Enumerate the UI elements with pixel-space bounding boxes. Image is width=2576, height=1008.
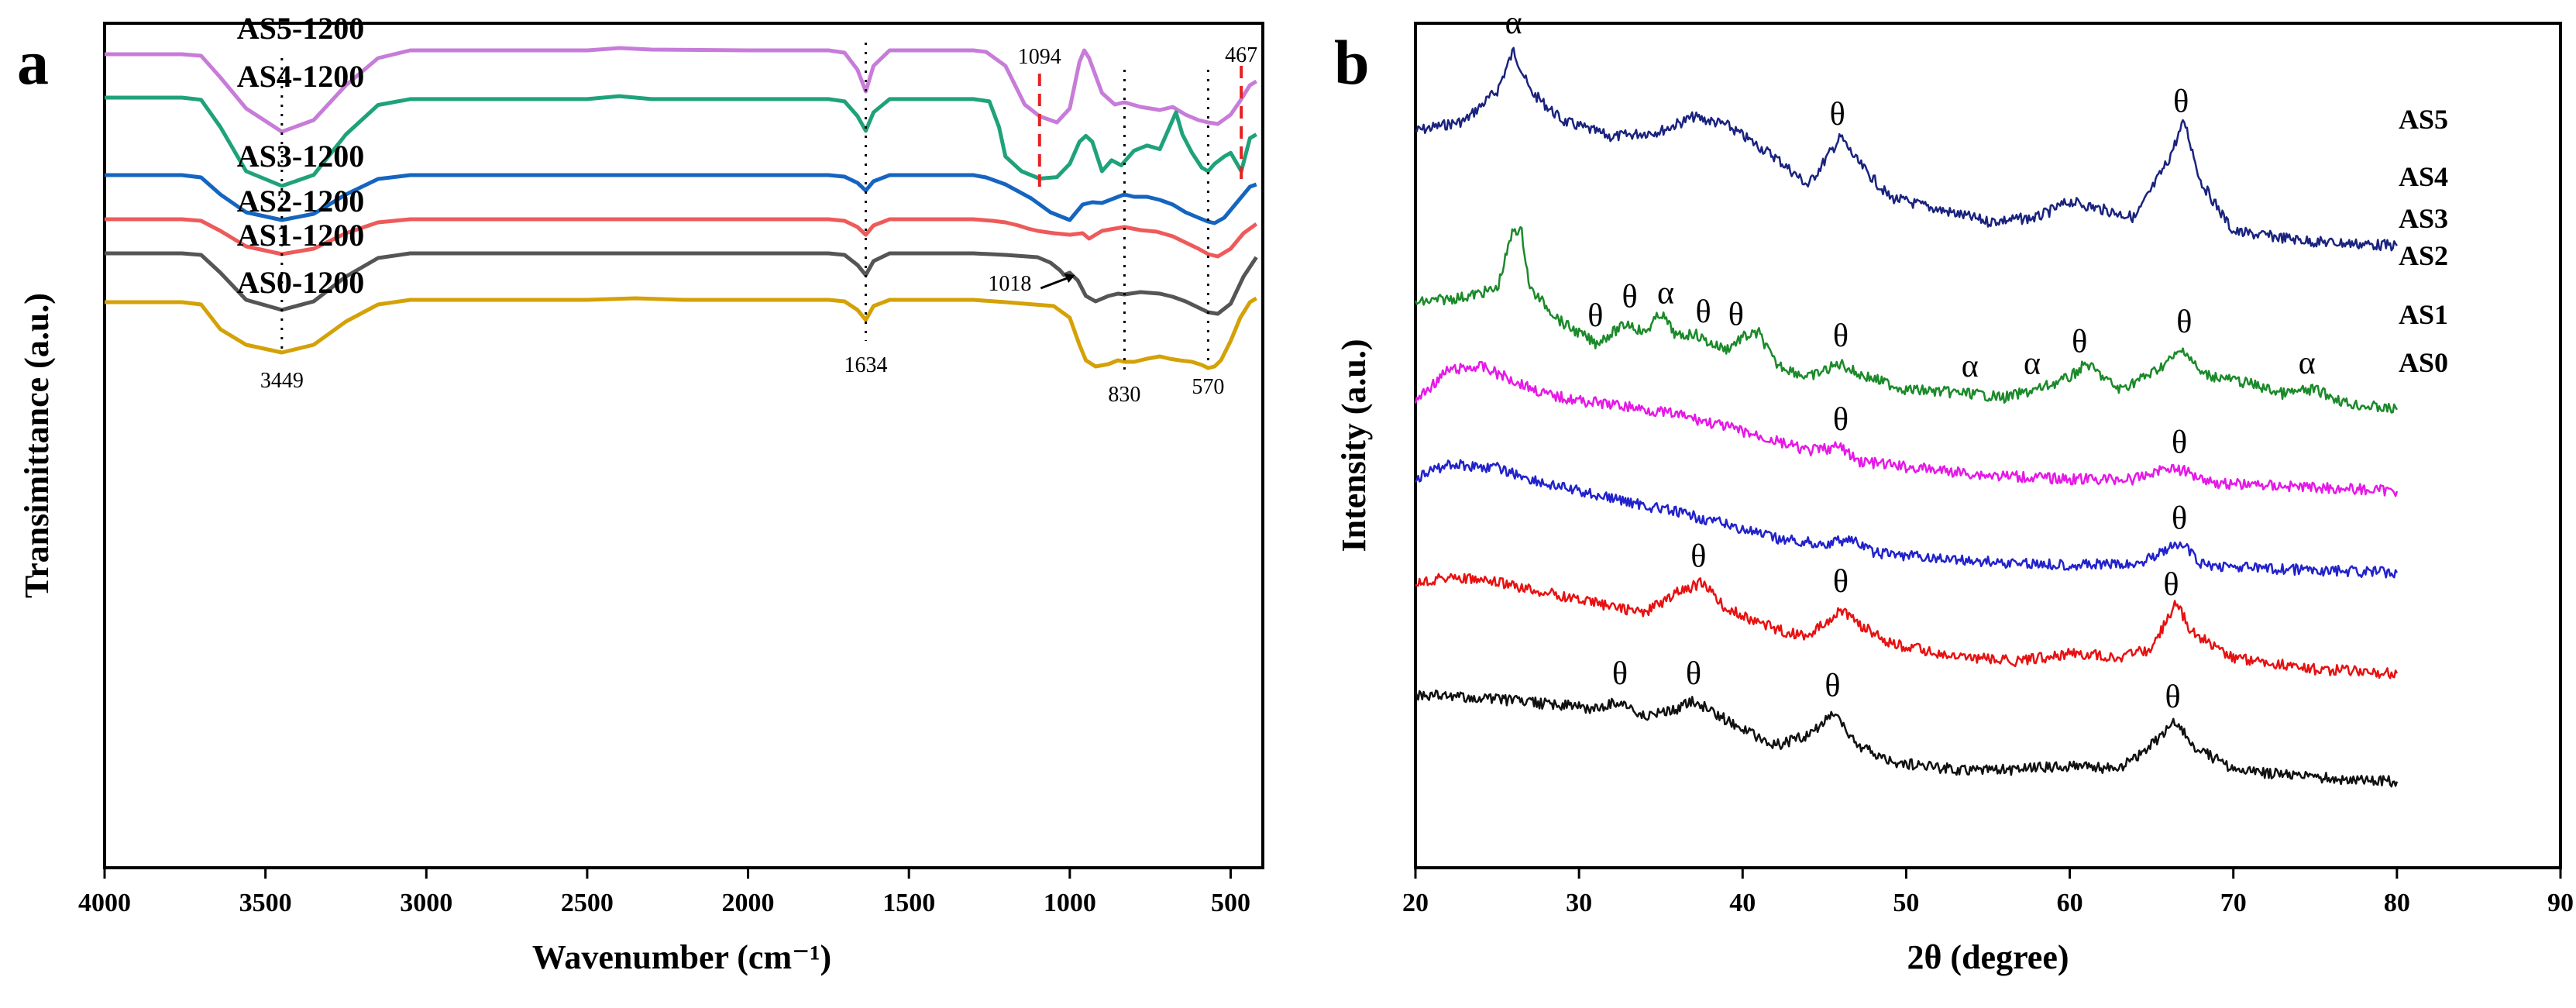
panel-a-arrowhead (1064, 274, 1075, 283)
panel-a-tick-label: 1500 (882, 889, 935, 917)
panel-b-phase-label: θ (2165, 679, 2181, 715)
panel-a-wavenumber-label: 1094 (1018, 45, 1061, 69)
panel-a-tick-label: 2500 (561, 889, 614, 917)
panel-a-series-label: AS4-1200 (237, 59, 364, 94)
panel-a-x-ticks: 4000 3500 3000 2500 2000 1500 1000 500 (78, 868, 1250, 917)
panel-a-letter: a (17, 27, 49, 98)
panel-a-wavenumber-label: 3449 (260, 369, 304, 393)
panel-b-phase-label: θ (1612, 656, 1628, 692)
panel-a-tick-label: 4000 (78, 889, 131, 917)
panel-a-annotations: AS5-1200 AS4-1200 AS3-1200 AS2-1200AS1-1200… (237, 11, 1257, 407)
panel-a-series-label: AS5-1200 (237, 11, 364, 46)
panel-a-series-label: AS3-1200 (237, 139, 364, 174)
panel-b-series-label: AS4 (2399, 161, 2448, 192)
panel-b-phase-label: θ (1690, 539, 1706, 575)
panel-b-tick-label: 80 (2384, 889, 2410, 917)
panel-b-phase-label: θ (2072, 324, 2087, 360)
panel-b-phase-label: θ (1833, 564, 1849, 600)
panel-b-series-lines (1414, 46, 2399, 788)
panel-a-series-AS3-1200 (105, 173, 1257, 225)
panel-b-y-label: Intensity (a.u.) (1335, 339, 1373, 552)
panel-b-x-label: 2θ (degree) (1907, 938, 2069, 976)
panel-a-tick-label: 2000 (722, 889, 775, 917)
panel-b-series-label: AS1 (2399, 299, 2448, 330)
panel-b-tick-label: 60 (2057, 889, 2083, 917)
panel-b-phase-label: θ (1833, 402, 1849, 438)
panel-a-tick-label: 3000 (400, 889, 452, 917)
panel-b-phase-label: θ (1686, 656, 1701, 692)
panel-b-phase-label: θ (1622, 279, 1638, 315)
panel-b-letter: b (1334, 27, 1370, 98)
panel-a-series-AS5-1200 (105, 46, 1257, 134)
panel-b-series-AS2 (1414, 459, 2398, 579)
panel-b-phase-label: θ (2173, 84, 2189, 119)
panel-b-phase-label: θ (1830, 97, 1845, 132)
panel-b-tick-label: 70 (2220, 889, 2247, 917)
panel-a-tick-label: 500 (1211, 889, 1250, 917)
panel-b-x-ticks: 20 30 40 50 60 70 80 90 (1402, 868, 2574, 917)
panel-b-series-AS3 (1414, 360, 2399, 497)
panel-b-phase-label: θ (2163, 567, 2179, 603)
panel-b-series-AS0 (1414, 689, 2399, 788)
panel-b-series-AS4 (1414, 225, 2398, 414)
panel-a-series-label: AS0-1200 (237, 265, 364, 300)
panel-b-phase-label: α (1505, 5, 1522, 41)
panel-a-series-AS1-1200 (105, 251, 1258, 316)
panel-b-tick-label: 20 (1402, 889, 1429, 917)
panel-a-tick-label: 3500 (239, 889, 292, 917)
panel-a-y-label: Transimittance (a.u.) (18, 293, 56, 598)
panel-b-phase-label: θ (2172, 425, 2187, 460)
panel-b-series-label: AS0 (2399, 347, 2448, 378)
panel-b-series-AS1 (1415, 573, 2399, 679)
panel-b-phase-label: α (1962, 349, 1979, 384)
panel-a-axes-frame (103, 22, 1264, 869)
panel-a-series-label: AS1-1200 (237, 218, 364, 253)
panel-a-wavenumber-label: 830 (1108, 383, 1140, 407)
panel-b-series-label: AS3 (2399, 203, 2448, 234)
panel-a-series-AS0-1200 (105, 296, 1257, 370)
panel-b-tick-label: 30 (1566, 889, 1592, 917)
panel-b-phase-label: θ (1696, 294, 1711, 330)
panel-a-wavenumber-label: 570 (1192, 375, 1224, 399)
panel-b-axes-frame (1414, 22, 2562, 869)
panel-a-series-lines (105, 46, 1258, 370)
panel-b-tick-label: 90 (2547, 889, 2574, 917)
panel-b-tick-label: 40 (1729, 889, 1756, 917)
panel-b-phase-label: θ (1728, 297, 1744, 332)
panel-a-wavenumber-label: 467 (1225, 43, 1257, 67)
panel-a-x-label: Wavenumber (cm⁻¹) (532, 938, 831, 976)
panel-b-phase-label: α (2024, 346, 2041, 381)
panel-b-phase-label: θ (1833, 318, 1849, 354)
panel-a-wavenumber-label: 1634 (844, 353, 888, 377)
panel-b-series-AS5 (1415, 46, 2398, 252)
panel-b-series-label: AS2 (2399, 240, 2448, 271)
panel-b-phase-label: θ (2172, 501, 2187, 536)
panel-a-tick-label: 1000 (1044, 889, 1096, 917)
panel-a-series-label: AS2-1200 (237, 184, 364, 218)
panel-b-phase-label: α (2299, 346, 2316, 381)
panel-b-series-label: AS5 (2399, 104, 2448, 135)
panel-b-phase-label: θ (1825, 668, 1840, 704)
panel-b-phase-label: α (1657, 275, 1674, 311)
panel-b-phase-label: θ (2176, 304, 2192, 340)
panel-b-tick-label: 50 (1893, 889, 1919, 917)
panel-b-phase-label: θ (1587, 298, 1603, 334)
panel-a-wavenumber-label: 1018 (988, 272, 1031, 296)
panel-a-series-AS2-1200 (105, 217, 1258, 259)
